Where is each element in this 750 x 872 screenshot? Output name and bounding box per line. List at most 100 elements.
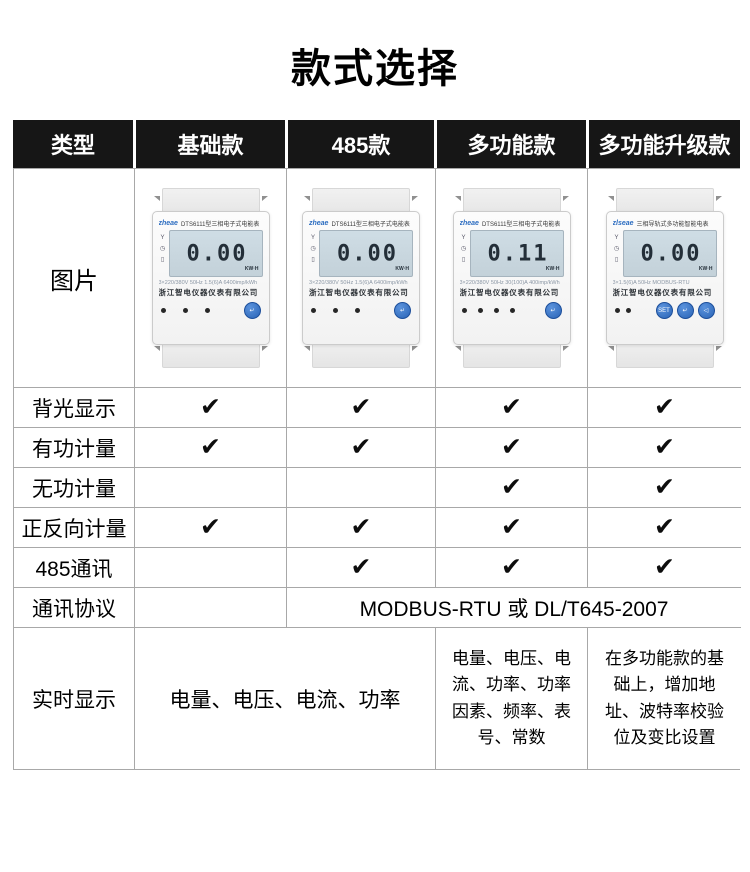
meter-model-title: DTS6111型三相电子式电能表 [331, 221, 410, 228]
meter-mid: Y ◷ ▯ 0.00 KW·H [613, 230, 717, 277]
table-body: 图片 zheae DTS6111型三相电子式电能表 Y ◷ ▯ 0.00 KW·H 3×220… [13, 168, 741, 770]
meter-spec-text: 3×1.5(6)A 50Hz MODBUS-RTU [612, 280, 690, 286]
column-header-4: 多功能升级款 [586, 120, 740, 168]
column-header-1: 基础款 [133, 120, 285, 168]
check-icon: ✔ [654, 433, 675, 461]
check-icon: ✔ [501, 513, 522, 541]
meter-mid: Y ◷ ▯ 0.11 KW·H [460, 230, 564, 277]
feature-row: 无功计量 ✔ ✔ [14, 467, 741, 507]
check-icon: ✔ [501, 553, 522, 581]
meter-company-name: 浙江智电仪器仪表有限公司 [309, 288, 409, 297]
check-icon: ✔ [501, 393, 522, 421]
page-title: 款式选择 [291, 47, 459, 91]
meter-brand-logo: zlseae [612, 219, 634, 227]
product-photo-basic: zheae DTS6111型三相电子式电能表 Y ◷ ▯ 0.00 KW·H 3×220/38… [134, 169, 286, 387]
check-cell: ✔ [587, 547, 741, 587]
meter-header: zheae DTS6111型三相电子式电能表 [460, 218, 564, 228]
meter-controls: SET ↵ ◁ [613, 302, 717, 319]
check-cell: ✔ [435, 427, 587, 467]
feature-row-label: 背光显示 [14, 387, 134, 427]
meter-buttons: ↵ [243, 302, 261, 319]
meter-button-icon: ↵ [676, 302, 694, 319]
meter-button-icon: ◁ [697, 302, 715, 319]
check-cell: ✔ [587, 387, 741, 427]
indicator-dot [509, 308, 515, 313]
lcd-unit: KW·H [698, 266, 713, 272]
check-icon: ✔ [200, 513, 221, 541]
indicator-dots [461, 308, 515, 313]
realtime-basic-485-value: 电量、电压、电流、功率 [134, 627, 435, 769]
side-icon: ▯ [461, 257, 466, 263]
realtime-upgrade-value: 在多功能款的基础上，增加地址、波特率校验位及变比设置 [587, 627, 741, 769]
check-icon: ✔ [654, 393, 675, 421]
meter-brand-logo: zheae [309, 219, 329, 227]
check-cell: ✔ [134, 387, 286, 427]
meter-mid: Y ◷ ▯ 0.00 KW·H [309, 230, 413, 277]
check-cell: ✔ [435, 507, 587, 547]
column-header-0: 类型 [13, 120, 133, 168]
meter-brand-logo: zheae [158, 219, 178, 227]
meter-side-icons: Y ◷ ▯ [613, 230, 621, 277]
lcd-display: 0.11 KW·H [469, 230, 564, 277]
empty-cell [286, 467, 435, 507]
meter-button-icon: ↵ [544, 302, 562, 319]
indicator-dot [204, 308, 210, 313]
column-header-3: 多功能款 [434, 120, 586, 168]
realtime-display-row: 实时显示 电量、电压、电流、功率 电量、电压、电流、功率、功率因素、频率、表号、… [14, 627, 741, 769]
meter-body: zheae DTS6111型三相电子式电能表 Y ◷ ▯ 0.00 KW·H 3×220/38… [302, 211, 420, 345]
lcd-value: 0.00 [640, 241, 702, 266]
row-label-picture: 图片 [14, 169, 134, 387]
side-icon: Y [614, 235, 619, 241]
meter-controls: ↵ [309, 302, 413, 319]
side-icon: ▯ [614, 257, 619, 263]
meter-485: zheae DTS6111型三相电子式电能表 Y ◷ ▯ 0.00 KW·H 3×220/38… [302, 188, 420, 368]
meter-controls: ↵ [460, 302, 564, 319]
check-icon: ✔ [200, 433, 221, 461]
meter-model-title: 三相导轨式多功能智能电表 [636, 221, 709, 228]
meter-button-icon: ↵ [394, 302, 411, 319]
indicator-dot [160, 308, 166, 313]
feature-row: 背光显示 ✔ ✔ ✔ ✔ [14, 387, 741, 427]
realtime-row-label: 实时显示 [14, 627, 134, 769]
check-icon: ✔ [350, 513, 372, 541]
side-icon: ▯ [160, 257, 165, 263]
check-icon: ✔ [350, 433, 372, 461]
check-icon: ✔ [350, 393, 372, 421]
meter-model-title: DTS6111型三相电子式电能表 [180, 221, 260, 228]
meter-buttons: ↵ [394, 302, 411, 319]
check-icon: ✔ [654, 473, 675, 501]
product-photo-485: zheae DTS6111型三相电子式电能表 Y ◷ ▯ 0.00 KW·H 3×220/38… [286, 169, 435, 387]
feature-row-label: 正反向计量 [14, 507, 134, 547]
meter-header: zlseae 三相导轨式多功能智能电表 [613, 218, 717, 228]
lcd-value: 0.11 [487, 241, 549, 266]
protocol-row: 通讯协议 MODBUS-RTU 或 DL/T645-2007 [14, 587, 741, 627]
meter-side-icons: Y ◷ ▯ [309, 230, 317, 277]
indicator-dot [182, 308, 188, 313]
check-icon: ✔ [501, 473, 522, 501]
indicator-dots [614, 308, 631, 313]
check-cell: ✔ [435, 547, 587, 587]
side-icon: ◷ [613, 246, 620, 252]
meter-body: zheae DTS6111型三相电子式电能表 Y ◷ ▯ 0.11 KW·H 3×220/38… [452, 211, 571, 345]
meter-spec-text: 3×220/380V 50Hz 30(100)A 400imp/kWh [459, 280, 560, 286]
check-cell: ✔ [435, 467, 587, 507]
indicator-dot [333, 308, 338, 313]
side-icon: Y [310, 235, 315, 241]
check-cell: ✔ [286, 387, 435, 427]
meter-spec-text: 3×220/380V 50Hz 1.5(6)A 6400imp/kWh [309, 280, 408, 286]
lcd-unit: KW·H [244, 266, 259, 272]
meter-side-icons: Y ◷ ▯ [159, 230, 167, 277]
side-icon: ◷ [460, 246, 467, 252]
indicator-dots [311, 308, 360, 313]
check-cell: ✔ [286, 507, 435, 547]
check-icon: ✔ [654, 553, 675, 581]
page: 款式选择 类型 基础款 485款 多功能款 多功能升级款 图片 zheae DTS6111… [0, 36, 750, 770]
check-icon: ✔ [350, 553, 372, 581]
product-photo-multifunction: zheae DTS6111型三相电子式电能表 Y ◷ ▯ 0.11 KW·H 3×220/38… [435, 169, 587, 387]
lcd-unit: KW·H [395, 266, 409, 272]
meter-buttons: SET ↵ ◁ [655, 302, 715, 319]
lcd-value: 0.00 [337, 241, 398, 266]
lcd-display: 0.00 KW·H [622, 230, 717, 277]
meter-body: zlseae 三相导轨式多功能智能电表 Y ◷ ▯ 0.00 KW·H 3×1.5(6)A 5… [605, 211, 724, 345]
meter-body: zheae DTS6111型三相电子式电能表 Y ◷ ▯ 0.00 KW·H 3×220/38… [151, 211, 270, 345]
